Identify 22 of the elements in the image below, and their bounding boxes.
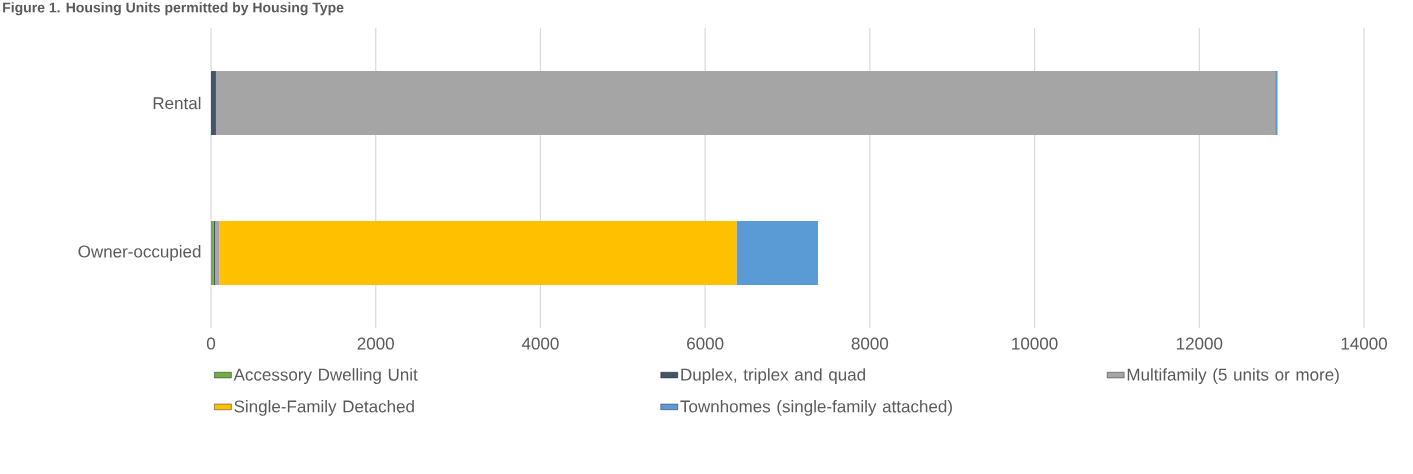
bar xyxy=(736,221,818,285)
x-tick-label: 12000 xyxy=(1176,337,1223,350)
x-tick-label: 14000 xyxy=(1341,337,1387,350)
bar xyxy=(215,71,1276,135)
x-tick-label: 6000 xyxy=(687,337,724,350)
x-tick-label: 10000 xyxy=(1012,337,1058,350)
bar xyxy=(211,71,216,135)
y-tick-label: Owner-occupied xyxy=(78,245,201,261)
legend-label: Multifamily (5 units or more) xyxy=(1127,368,1339,385)
bar xyxy=(215,221,220,285)
bar xyxy=(1275,71,1278,135)
y-tick-label: Rental xyxy=(153,96,201,110)
legend-label: Townhomes (single-family attached) xyxy=(680,399,952,416)
x-tick-label: 8000 xyxy=(851,337,889,350)
x-tick-label: 4000 xyxy=(521,337,559,350)
legend-label: Accessory Dwelling Unit xyxy=(233,368,418,385)
x-tick-label: 2000 xyxy=(357,337,394,350)
legend-label: Single-Family Detached xyxy=(234,399,414,416)
bar xyxy=(219,221,737,285)
chart-title: Figure 1. Housing Units permitted by Housing Type xyxy=(3,2,344,16)
x-tick-label: 0 xyxy=(206,337,216,350)
legend-label: Duplex, triplex and quad xyxy=(681,368,865,385)
